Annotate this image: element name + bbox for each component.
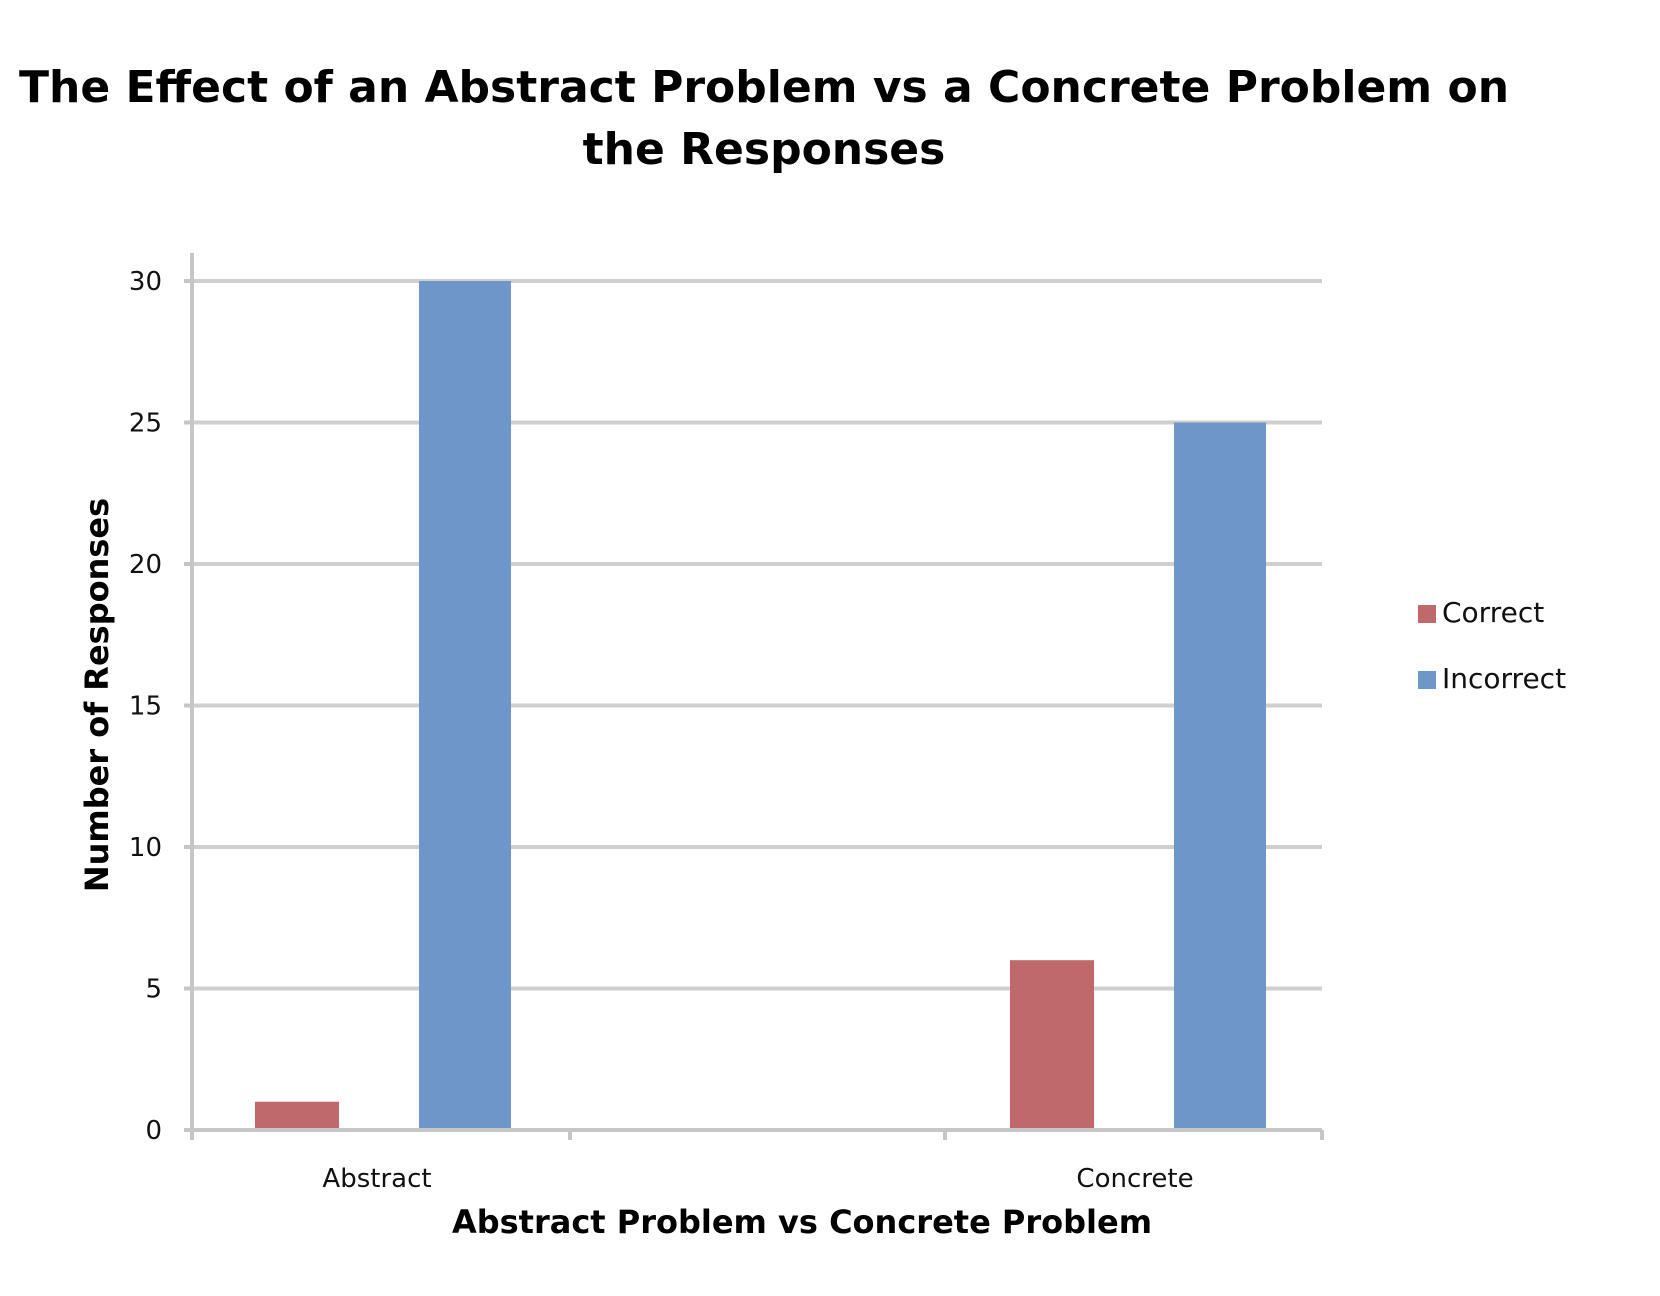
y-tick-label: 30 [129,267,162,297]
x-tick-labels: Abstract Concrete [322,1164,1193,1194]
x-tick-label: Abstract [322,1164,431,1194]
legend-item-correct: Correct [1418,596,1544,629]
y-tick-label: 15 [129,692,162,722]
legend-label: Incorrect [1442,662,1566,695]
legend: Correct Incorrect [1418,596,1566,695]
bar-correct-abstract [255,1101,339,1130]
bars [255,281,1266,1130]
y-tick-label: 25 [129,409,162,439]
chart-title-line-2: the Responses [583,124,946,175]
legend-swatch [1418,671,1436,689]
y-tick-labels: 0 5 10 15 20 25 30 [129,267,162,1146]
chart-title: The Effect of an Abstract Problem vs a C… [19,62,1509,175]
legend-item-incorrect: Incorrect [1418,662,1566,695]
legend-swatch [1418,605,1436,623]
y-tick-label: 5 [145,975,162,1005]
gridlines [192,279,1322,991]
axes [184,253,1324,1140]
y-tick-label: 20 [129,550,162,580]
y-axis-title: Number of Responses [78,498,116,892]
bar-incorrect-concrete [1174,422,1266,1130]
legend-label: Correct [1442,596,1544,629]
x-axis-title: Abstract Problem vs Concrete Problem [452,1203,1152,1241]
bar-incorrect-abstract [419,281,511,1130]
y-tick-label: 10 [129,833,162,863]
y-tick-label: 0 [145,1116,162,1146]
chart-title-line-1: The Effect of an Abstract Problem vs a C… [19,62,1509,113]
bar-correct-concrete [1010,960,1094,1130]
x-tick-label: Concrete [1076,1164,1193,1194]
